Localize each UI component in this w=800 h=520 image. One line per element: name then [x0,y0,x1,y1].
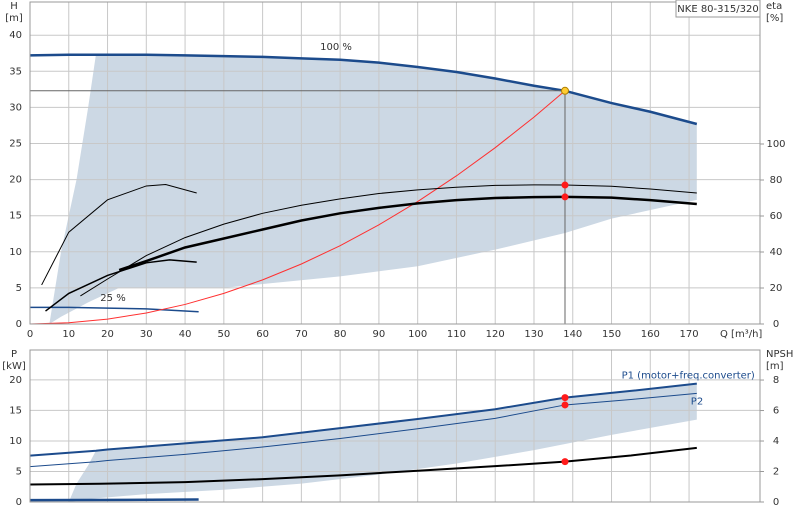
y2-tick-label: 40 [770,247,783,258]
y-tick-label: 0 [16,319,22,330]
x-tick-label: 170 [680,329,699,340]
y-tick-label: 10 [9,247,22,258]
y2-axis-label: NPSH [766,349,793,360]
x-tick-label: 20 [101,329,114,340]
curve [29,392,697,468]
x-tick-label: 120 [486,329,505,340]
x-tick-label: 100 [408,329,427,340]
y2-tick-label: 0 [773,497,779,508]
curve [45,259,197,312]
y2-tick-label: 4 [773,436,779,447]
x-tick-label: 50 [217,329,230,340]
curve [118,195,697,272]
x-tick-label: 70 [295,329,308,340]
annotation: 100 % [320,42,352,53]
curve [30,306,199,313]
annotation: 25 % [100,293,125,304]
duty-point [561,394,569,402]
y2-tick-label: 20 [770,283,783,294]
x-tick-label: 160 [641,329,660,340]
x-tick-label: 140 [563,329,582,340]
curve [29,90,566,325]
y-tick-label: 40 [9,30,22,41]
curve [29,382,697,457]
y2-tick-label: 6 [773,406,779,417]
y-tick-label: 20 [9,375,22,386]
y-axis-unit: [kW] [2,361,26,372]
x-tick-label: 80 [334,329,347,340]
x-tick-label: 40 [179,329,192,340]
chart-title: NKE 80-315/320 [677,4,758,15]
duty-point [561,181,569,189]
duty-point [561,401,569,409]
title-box [675,0,761,18]
x-axis-label: Q [m³/h] [720,329,762,340]
curve [41,184,197,286]
y2-tick-label: 2 [773,467,779,478]
y2-tick-label: 100 [766,139,785,150]
curve [29,53,698,126]
y-tick-label: 5 [16,283,22,294]
plot-frame [29,1,761,325]
duty-point [561,193,569,201]
y-tick-label: 10 [9,436,22,447]
x-tick-label: 150 [602,329,621,340]
series-label: P2 [691,396,703,407]
curve [29,498,199,502]
x-tick-label: 10 [62,329,75,340]
y-axis-unit: [m] [5,13,23,24]
x-tick-label: 90 [373,329,386,340]
y-tick-label: 5 [16,466,22,477]
y-tick-label: 30 [9,102,22,113]
duty-point [561,458,569,466]
y2-axis-unit: [m] [766,361,784,372]
x-tick-label: 30 [140,329,153,340]
duty-point [560,86,569,95]
y-axis-label: H [10,1,18,12]
y-tick-label: 25 [9,139,22,150]
y-tick-label: 0 [16,497,22,508]
y2-tick-label: 0 [773,319,779,330]
y-tick-label: 35 [9,66,22,77]
operating-region [68,383,697,502]
x-tick-label: 60 [256,329,269,340]
y-tick-label: 15 [9,405,22,416]
x-tick-label: 0 [27,329,33,340]
y2-axis-label: eta [766,1,782,12]
x-tick-label: 110 [447,329,466,340]
y2-tick-label: 80 [770,175,783,186]
y-tick-label: 20 [9,175,22,186]
y2-axis-unit: [%] [766,13,783,24]
x-tick-label: 130 [524,329,543,340]
series-label: P1 (motor+freq.converter) [622,371,755,382]
y-tick-label: 15 [9,211,22,222]
y2-tick-label: 60 [770,211,783,222]
y-axis-label: P [11,349,17,360]
operating-region [49,54,697,324]
plot-frame [29,349,761,503]
curve [29,446,697,486]
curve [80,184,697,297]
y2-tick-label: 8 [773,375,779,386]
